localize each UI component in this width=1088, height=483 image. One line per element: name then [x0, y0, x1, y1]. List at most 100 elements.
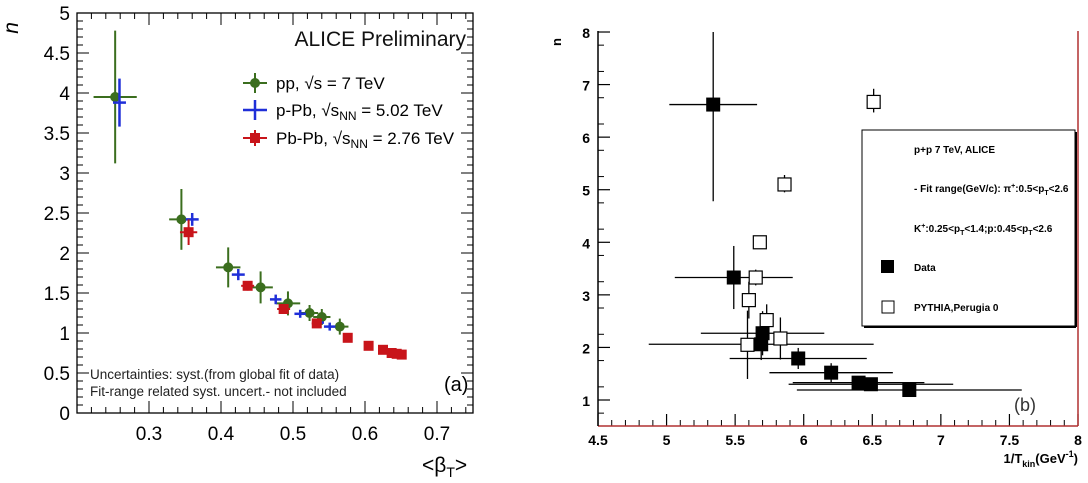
legend-label-ppb: p-Pb, √sNN = 5.02 TeV — [276, 101, 443, 123]
data-point — [236, 273, 240, 277]
panel-b-y-axis-label: n — [549, 38, 564, 46]
y-tick-label: 2 — [59, 244, 70, 265]
x-tick-label: 5.5 — [725, 432, 745, 448]
y-tick-label: 8 — [582, 25, 590, 41]
data-point — [334, 321, 345, 332]
data-point — [342, 332, 353, 343]
data-point — [363, 340, 374, 351]
data-point — [328, 325, 332, 329]
y-tick-label: 6 — [582, 130, 590, 146]
y-tick-label: 3 — [582, 288, 590, 304]
legend-marker-circle — [250, 78, 260, 88]
data-point — [824, 365, 839, 380]
x-tick-label: 0.3 — [136, 424, 162, 445]
data-point — [706, 97, 721, 112]
data-point — [183, 227, 194, 238]
data-point — [396, 349, 407, 360]
x-tick-label: 6 — [800, 432, 808, 448]
x-tick-label: 0.5 — [280, 424, 306, 445]
x-tick-label: 6.5 — [863, 432, 883, 448]
y-tick-label: 4.5 — [44, 44, 70, 65]
panel-b-label: (b) — [1014, 395, 1036, 415]
legend-label-data: Data — [914, 263, 936, 274]
data-point — [278, 304, 289, 314]
y-tick-label: 7 — [582, 78, 590, 94]
data-point — [748, 270, 763, 285]
y-tick-label: 0.5 — [44, 364, 70, 385]
x-tick-label: 4.5 — [588, 432, 608, 448]
data-point — [902, 383, 917, 398]
y-tick-label: 2 — [582, 340, 590, 356]
data-point — [304, 308, 315, 318]
data-point — [777, 177, 792, 192]
legend-entry-pbpb: Pb-Pb, √sNN = 2.76 TeV — [243, 129, 455, 151]
panel-b-legend-fit-range: - Fit range(GeV/c): π+:0.5<pT<2.6 — [914, 183, 1069, 197]
data-point — [110, 92, 121, 102]
y-tick-label: 3.5 — [44, 124, 70, 145]
y-tick-label: 1.5 — [44, 284, 70, 305]
legend-label-pbpb: Pb-Pb, √sNN = 2.76 TeV — [276, 129, 455, 151]
data-point — [740, 337, 755, 352]
data-point — [242, 280, 253, 291]
y-tick-label: 2.5 — [44, 204, 70, 225]
data-point — [386, 348, 397, 358]
panel-b-legend: p+p 7 TeV, ALICE - Fit range(GeV/c): π+:… — [861, 129, 1077, 328]
legend-marker-filled-square — [881, 260, 894, 273]
legend-label-pythia: PYTHIA,Perugia 0 — [914, 303, 999, 314]
y-tick-label: 1 — [582, 393, 590, 409]
x-tick-label: 7.5 — [1000, 432, 1020, 448]
data-point — [176, 214, 187, 225]
panel-b-data-points — [648, 32, 1022, 398]
x-tick-label: 0.6 — [352, 424, 378, 445]
series-filled-square — [648, 32, 1022, 398]
data-point — [223, 262, 234, 273]
panel-a-note-2: Fit-range related syst. uncert.- not inc… — [90, 384, 347, 399]
panel-b-x-axis-label: 1/Tkin(GeV-1) — [1003, 449, 1078, 469]
data-point — [190, 217, 194, 221]
legend-entry-pp: pp, √s = 7 TeV — [243, 73, 385, 93]
panel-a-axis-ticks: 0 0.5 1 1.5 2 2.5 3 3.5 4 4.5 5 0.3 0.4 0.5 0.6 0.7 — [44, 4, 473, 445]
panel-b-legend-box — [861, 129, 1076, 327]
x-tick-label: 0.7 — [424, 424, 450, 445]
data-point — [298, 312, 302, 316]
panel-a: 0 0.5 1 1.5 2 2.5 3 3.5 4 4.5 5 0.3 0.4 0.5 0.6 0.7 n <… — [0, 4, 474, 480]
y-tick-label: 3 — [59, 164, 70, 185]
data-point — [773, 331, 788, 346]
data-point — [391, 348, 402, 359]
panel-b-legend-title: p+p 7 TeV, ALICE — [914, 145, 995, 156]
panel-a-x-axis-label: <βT> — [422, 454, 467, 480]
data-point — [754, 337, 769, 352]
data-point — [863, 377, 878, 392]
series-circle — [93, 30, 349, 335]
panel-a-legend: pp, √s = 7 TeV p-Pb, √sNN = 5.02 TeV Pb-… — [243, 73, 455, 151]
series-open-square — [740, 88, 881, 379]
panel-b-axis-ticks: 1 2 3 4 5 6 7 8 4.5 5 5.5 6 6.5 7 7.5 8 — [582, 25, 1082, 448]
panel-b: 1 2 3 4 5 6 7 8 4.5 5 5.5 6 6.5 7 7.5 8 p+p 7 TeV, ALIC… — [549, 25, 1082, 469]
x-tick-label: 0.4 — [208, 424, 235, 445]
panel-a-data-points — [93, 30, 407, 360]
y-tick-label: 4 — [582, 235, 590, 251]
x-tick-label: 5 — [663, 432, 671, 448]
data-point — [378, 344, 388, 355]
data-point — [117, 101, 121, 105]
data-point — [759, 312, 774, 328]
y-tick-label: 5 — [582, 183, 590, 199]
data-point — [741, 293, 756, 308]
x-tick-label: 7 — [937, 432, 945, 448]
panel-a-title: ALICE Preliminary — [294, 28, 466, 51]
panel-a-y-axis-label: n — [0, 22, 23, 34]
panel-a-plot-frame — [76, 12, 474, 414]
y-tick-label: 5 — [59, 4, 70, 25]
data-point — [791, 351, 806, 366]
data-point — [274, 297, 278, 301]
data-point — [255, 282, 266, 293]
data-point — [726, 270, 741, 285]
panel-b-legend-kaon-proton: K+:0.25<pT<1.4;p:0.45<pT<2.6 — [914, 223, 1053, 237]
panel-a-note-1: Uncertainties: syst.(from global fit of … — [90, 367, 339, 382]
legend-marker-square — [250, 133, 260, 143]
y-tick-label: 1 — [59, 324, 70, 345]
data-point — [311, 318, 322, 329]
series-square — [179, 219, 407, 360]
data-point — [851, 375, 866, 390]
